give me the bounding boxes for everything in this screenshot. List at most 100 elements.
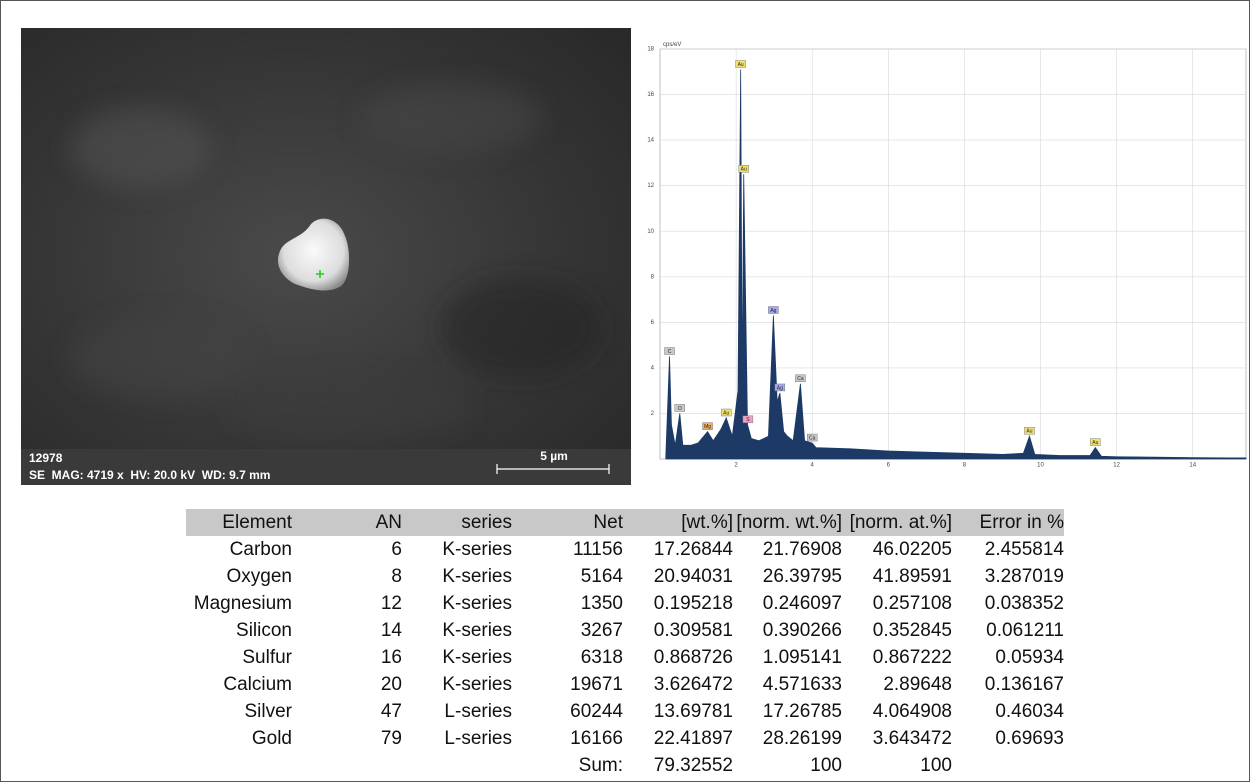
- header-cell: series: [402, 509, 512, 536]
- peak-label-box: [735, 60, 746, 68]
- peak-label-box: [1024, 427, 1035, 435]
- peak-label-box: [721, 408, 732, 417]
- table-cell: 79: [380, 727, 402, 749]
- y-tick-label: 10: [647, 229, 654, 235]
- table-row: Magnesium 12 K-series 1350 0.195218 0.246097 0…: [186, 590, 1064, 617]
- header-cell: [norm. wt.%]: [733, 509, 842, 536]
- peak-label-box: [702, 422, 713, 430]
- empty-cell: [402, 752, 512, 779]
- table-cell: 17.26844: [653, 538, 733, 560]
- y-axis-label: cps/eV: [663, 42, 681, 48]
- table-cell: 19671: [570, 673, 623, 695]
- sum-cell: 100: [810, 754, 842, 776]
- table-row: Silicon 14 K-series 3267 0.309581 0.390266 0.3…: [186, 617, 1064, 644]
- table-cell: 1350: [580, 592, 623, 614]
- peak-label: O: [678, 406, 682, 412]
- header-cell: [wt.%]: [623, 509, 733, 536]
- table-cell: 20: [380, 673, 402, 695]
- table-cell: Silicon: [236, 619, 292, 641]
- table-cell: 46.02205: [872, 538, 952, 560]
- peak-label-box: [742, 415, 754, 424]
- table-row: Oxygen 8 K-series 5164 20.94031 26.39795 41.89…: [186, 563, 1064, 590]
- header-cell: Net: [512, 509, 623, 536]
- table-cell: 17.26785: [762, 700, 842, 722]
- peak-label: Au: [723, 410, 729, 416]
- table-cell: 14: [380, 619, 402, 641]
- table-cell: L-series: [444, 727, 512, 749]
- table-cell: Magnesium: [193, 592, 292, 614]
- table-cell: 0.867222: [872, 646, 952, 668]
- table-cell: K-series: [442, 538, 512, 560]
- peak-label-box: [738, 165, 749, 173]
- peak-label: Au: [738, 62, 744, 68]
- table-cell: 2.455814: [984, 538, 1064, 560]
- table-row: Sulfur 16 K-series 6318 0.868726 1.095141 0.86…: [186, 644, 1064, 671]
- table-cell: 20.94031: [653, 565, 733, 587]
- table-cell: Carbon: [229, 538, 292, 560]
- peak-label: Ag: [770, 308, 776, 314]
- peak-label-box: [795, 374, 806, 383]
- sum-cell: Sum:: [578, 754, 623, 776]
- peak-label-box: [768, 306, 779, 314]
- table-cell: L-series: [444, 700, 512, 722]
- table-cell: 0.05934: [995, 646, 1064, 668]
- table-cell: 0.309581: [653, 619, 733, 641]
- table-cell: 6318: [580, 646, 623, 668]
- sum-cell: 100: [920, 754, 952, 776]
- table-row: Silver 47 L-series 60244 13.69781 17.26785 4.0…: [186, 698, 1064, 725]
- x-tick-label: 6: [887, 463, 891, 467]
- table-row: Calcium 20 K-series 19671 3.626472 4.571633 2.…: [186, 671, 1064, 698]
- y-tick-label: 6: [651, 320, 655, 326]
- spectrum-area: [665, 69, 1247, 460]
- table-cell: 28.26199: [762, 727, 842, 749]
- table-cell: K-series: [442, 565, 512, 587]
- table-cell: 0.868726: [653, 646, 733, 668]
- table-cell: Silver: [244, 700, 292, 722]
- peak-label: Ca: [809, 435, 816, 441]
- plot-area: [659, 48, 1247, 460]
- empty-cell: [952, 752, 1064, 779]
- x-tick-label: 2: [734, 463, 738, 467]
- table-row: Carbon 6 K-series 11156 17.26844 21.76908 46.0…: [186, 536, 1064, 563]
- y-tick-label: 8: [651, 274, 655, 280]
- table-cell: 47: [380, 700, 402, 722]
- table-cell: K-series: [442, 592, 512, 614]
- empty-cell: [186, 752, 292, 779]
- scale-label: 5 µm: [540, 449, 568, 463]
- peak-label-box: [664, 347, 675, 355]
- x-tick-label: 8: [963, 463, 967, 467]
- table-cell: 3.287019: [984, 565, 1064, 587]
- table-cell: 0.390266: [762, 619, 842, 641]
- header-row: Element AN series Net [wt.%] [norm. wt.%] [nor…: [186, 509, 1064, 536]
- table-cell: 21.76908: [762, 538, 842, 560]
- peak-label: Au: [1092, 440, 1098, 446]
- table-cell: 0.246097: [762, 592, 842, 614]
- table-cell: 8: [391, 565, 402, 587]
- y-tick-label: 12: [647, 183, 654, 189]
- header-cell: AN: [292, 509, 402, 536]
- peak-label-box: [774, 383, 786, 392]
- peak-label-box: [807, 433, 818, 442]
- header-cell: [norm. at.%]: [842, 509, 952, 536]
- table-cell: Oxygen: [226, 565, 292, 587]
- table-cell: 0.195218: [653, 592, 733, 614]
- table-cell: 3.626472: [653, 673, 733, 695]
- peak-label-box: [674, 404, 685, 412]
- peak-label: Mg: [704, 424, 711, 430]
- table-cell: 4.064908: [872, 700, 952, 722]
- table-row: Gold 79 L-series 16166 22.41897 28.26199 3.643…: [186, 725, 1064, 752]
- table-cell: 0.038352: [984, 592, 1064, 614]
- spectrum-chart: 246810121416182468101214cps/eVkeVCOMgAuA…: [647, 42, 1247, 467]
- table-cell: 41.89591: [872, 565, 952, 587]
- table-cell: 0.69693: [995, 727, 1064, 749]
- table-cell: 3.643472: [872, 727, 952, 749]
- table-cell: 5164: [580, 565, 623, 587]
- table-cell: 4.571633: [762, 673, 842, 695]
- x-tick-label: 12: [1113, 463, 1120, 467]
- table-cell: K-series: [442, 673, 512, 695]
- table-cell: 2.89648: [883, 673, 952, 695]
- image-id: 12978: [29, 451, 63, 465]
- peak-label: S: [746, 417, 750, 423]
- y-tick-label: 2: [651, 411, 655, 417]
